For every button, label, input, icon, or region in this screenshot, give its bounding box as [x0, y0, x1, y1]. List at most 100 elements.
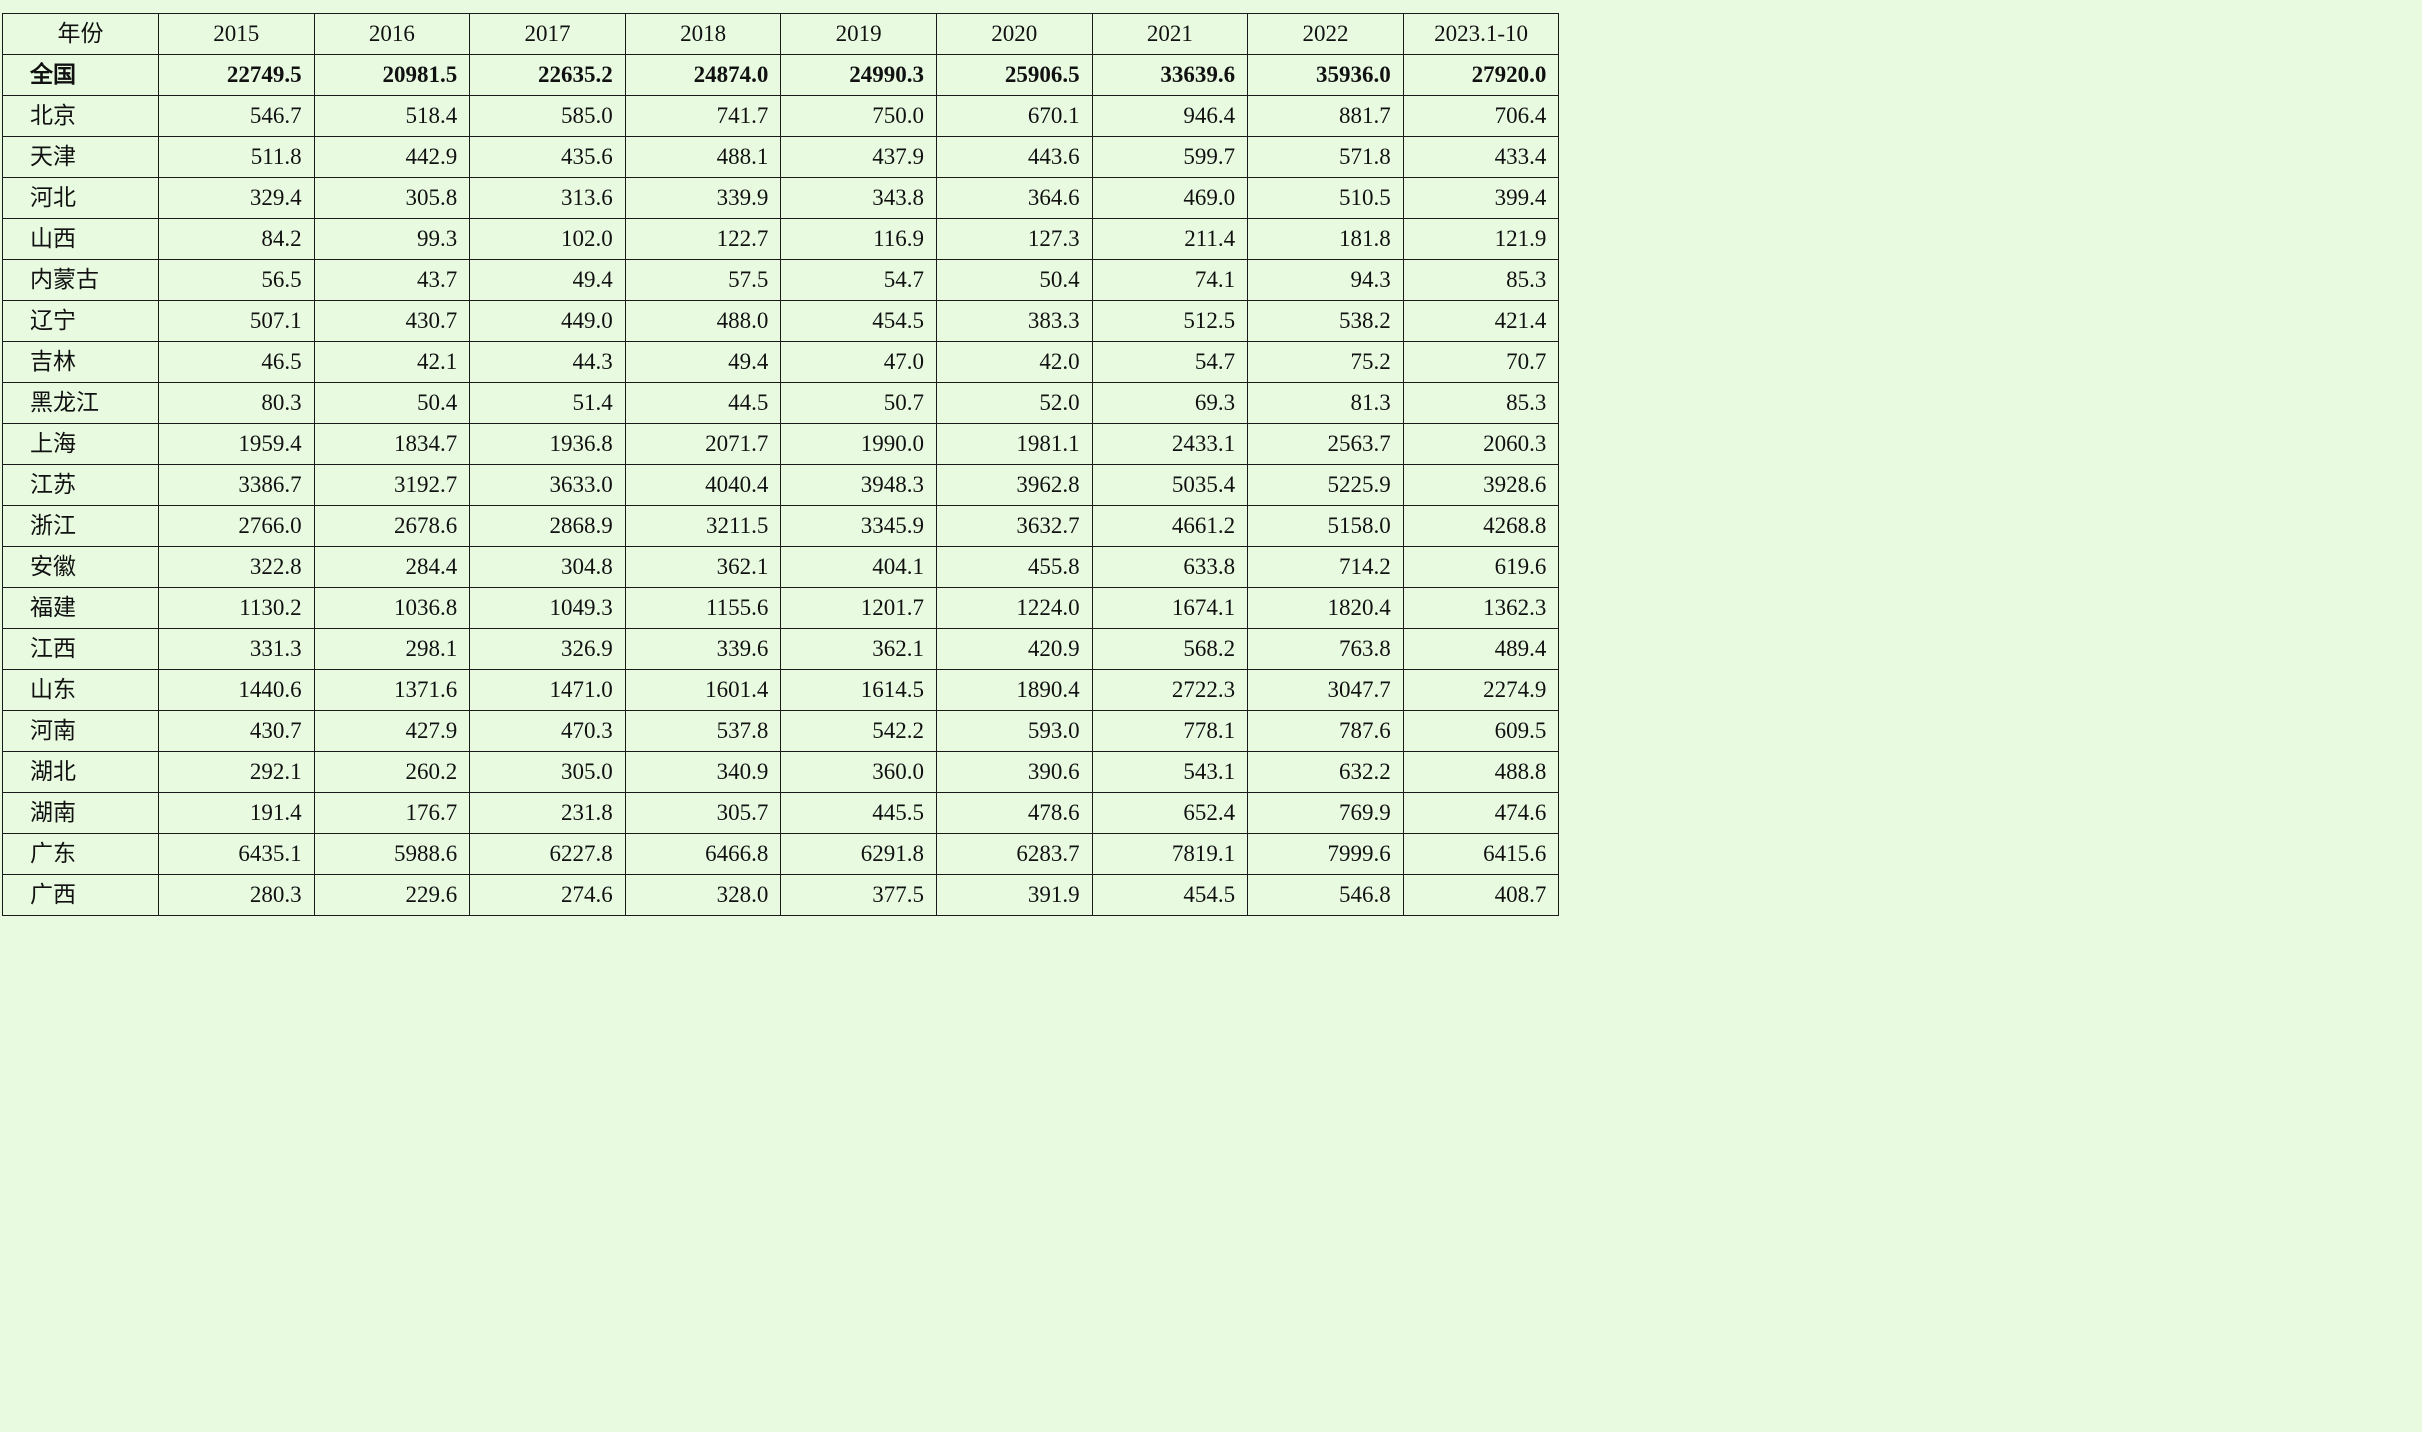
- region-name: 浙江: [2, 505, 159, 547]
- table-cell: 5035.4: [1091, 464, 1249, 506]
- table-cell: 2766.0: [158, 505, 315, 547]
- table-cell: 102.0: [469, 218, 626, 260]
- table-cell: 741.7: [624, 95, 782, 137]
- table-cell: 274.6: [469, 874, 626, 916]
- table-cell: 1890.4: [935, 669, 1093, 711]
- table-cell: 181.8: [1247, 218, 1404, 260]
- region-name: 河南: [2, 710, 159, 752]
- table-cell: 435.6: [469, 136, 626, 178]
- table-cell: 593.0: [935, 710, 1093, 752]
- table-cell: 54.7: [1091, 341, 1249, 383]
- table-cell: 1990.0: [780, 423, 937, 465]
- table-cell: 360.0: [780, 751, 937, 793]
- table-cell: 512.5: [1091, 300, 1249, 342]
- table-cell: 404.1: [780, 546, 937, 588]
- table-cell: 7819.1: [1091, 833, 1249, 875]
- table-cell: 322.8: [158, 546, 315, 588]
- table-cell: 1959.4: [158, 423, 315, 465]
- year-header: 2021: [1091, 13, 1249, 55]
- table-cell: 176.7: [313, 792, 471, 834]
- table-cell: 74.1: [1091, 259, 1249, 301]
- table-cell: 1155.6: [624, 587, 782, 629]
- region-name: 广西: [2, 874, 159, 916]
- table-cell: 3928.6: [1402, 464, 1560, 506]
- table-cell: 6291.8: [780, 833, 937, 875]
- region-name: 广东: [2, 833, 159, 875]
- table-cell: 430.7: [313, 300, 471, 342]
- table-cell: 599.7: [1091, 136, 1249, 178]
- table-cell: 305.7: [624, 792, 782, 834]
- table-cell: 507.1: [158, 300, 315, 342]
- table-row: 辽宁 507.1 430.7 449.0 488.0 454.5 383.3 512.5 538…: [2, 300, 1560, 342]
- table-cell: 211.4: [1091, 218, 1249, 260]
- region-name: 江苏: [2, 464, 159, 506]
- table-cell: 43.7: [313, 259, 471, 301]
- table-cell: 304.8: [469, 546, 626, 588]
- table-cell: 383.3: [935, 300, 1093, 342]
- table-cell: 305.8: [313, 177, 471, 219]
- table-cell: 20981.5: [313, 54, 471, 96]
- table-cell: 619.6: [1402, 546, 1560, 588]
- table-cell: 489.4: [1402, 628, 1560, 670]
- table-cell: 5158.0: [1247, 505, 1404, 547]
- table-cell: 54.7: [780, 259, 937, 301]
- year-header: 2018: [624, 13, 782, 55]
- table-cell: 488.1: [624, 136, 782, 178]
- year-header-label: 年份: [2, 13, 159, 55]
- table-cell: 24874.0: [624, 54, 782, 96]
- table-cell: 2274.9: [1402, 669, 1560, 711]
- table-cell: 430.7: [158, 710, 315, 752]
- table-body: 全国 22749.5 20981.5 22635.2 24874.0 24990.3 259…: [2, 54, 1560, 916]
- region-name: 全国: [2, 54, 159, 96]
- region-name: 黑龙江: [2, 382, 159, 424]
- table-cell: 343.8: [780, 177, 937, 219]
- table-cell: 42.1: [313, 341, 471, 383]
- region-name: 河北: [2, 177, 159, 219]
- table-cell: 881.7: [1247, 95, 1404, 137]
- region-name: 福建: [2, 587, 159, 629]
- table-cell: 488.0: [624, 300, 782, 342]
- table-row: 上海 1959.4 1834.7 1936.8 2071.7 1990.0 1981.1 24…: [2, 423, 1560, 465]
- table-cell: 292.1: [158, 751, 315, 793]
- table-cell: 2071.7: [624, 423, 782, 465]
- table-cell: 50.7: [780, 382, 937, 424]
- table-cell: 1834.7: [313, 423, 471, 465]
- table-cell: 57.5: [624, 259, 782, 301]
- table-row: 广东 6435.1 5988.6 6227.8 6466.8 6291.8 6283.7 78…: [2, 833, 1560, 875]
- table-cell: 1674.1: [1091, 587, 1249, 629]
- table-cell: 474.6: [1402, 792, 1560, 834]
- table-cell: 568.2: [1091, 628, 1249, 670]
- table-cell: 22635.2: [469, 54, 626, 96]
- table-cell: 546.8: [1247, 874, 1404, 916]
- table-cell: 280.3: [158, 874, 315, 916]
- table-cell: 1936.8: [469, 423, 626, 465]
- table-cell: 769.9: [1247, 792, 1404, 834]
- table-cell: 420.9: [935, 628, 1093, 670]
- table-cell: 80.3: [158, 382, 315, 424]
- table-cell: 437.9: [780, 136, 937, 178]
- table-cell: 391.9: [935, 874, 1093, 916]
- year-header: 2016: [313, 13, 471, 55]
- table-cell: 7999.6: [1247, 833, 1404, 875]
- region-name: 北京: [2, 95, 159, 137]
- table-cell: 750.0: [780, 95, 937, 137]
- table-cell: 1362.3: [1402, 587, 1560, 629]
- total-row: 全国 22749.5 20981.5 22635.2 24874.0 24990.3 259…: [2, 54, 1560, 96]
- table-cell: 455.8: [935, 546, 1093, 588]
- table-row: 河南 430.7 427.9 470.3 537.8 542.2 593.0 778.1 787…: [2, 710, 1560, 752]
- table-cell: 377.5: [780, 874, 937, 916]
- table-cell: 229.6: [313, 874, 471, 916]
- table-cell: 1981.1: [935, 423, 1093, 465]
- table-cell: 22749.5: [158, 54, 315, 96]
- year-header: 2019: [780, 13, 937, 55]
- table-cell: 571.8: [1247, 136, 1404, 178]
- table-row: 河北 329.4 305.8 313.6 339.9 343.8 364.6 469.0 510…: [2, 177, 1560, 219]
- region-name: 上海: [2, 423, 159, 465]
- table-cell: 1201.7: [780, 587, 937, 629]
- table-row: 广西 280.3 229.6 274.6 328.0 377.5 391.9 454.5 546…: [2, 874, 1560, 916]
- table-cell: 51.4: [469, 382, 626, 424]
- region-name: 湖南: [2, 792, 159, 834]
- table-cell: 469.0: [1091, 177, 1249, 219]
- table-cell: 546.7: [158, 95, 315, 137]
- table-cell: 70.7: [1402, 341, 1560, 383]
